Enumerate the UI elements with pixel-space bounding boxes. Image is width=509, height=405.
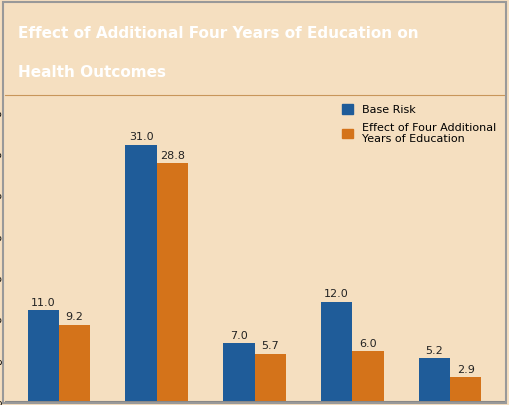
Bar: [125, 145, 157, 401]
Bar: [254, 354, 286, 401]
Bar: [352, 352, 384, 401]
Bar: [27, 310, 59, 401]
Text: 6.0: 6.0: [359, 339, 377, 349]
Text: 9.2: 9.2: [66, 313, 83, 322]
Text: 5.7: 5.7: [261, 341, 279, 352]
Text: 5.2: 5.2: [426, 345, 443, 356]
Text: 11.0: 11.0: [31, 298, 55, 308]
Bar: [223, 343, 254, 401]
Bar: [321, 302, 352, 401]
Bar: [450, 377, 482, 401]
Text: Effect of Additional Four Years of Education on: Effect of Additional Four Years of Educa…: [17, 26, 418, 41]
Text: Health Outcomes: Health Outcomes: [17, 65, 165, 80]
Text: 2.9: 2.9: [457, 364, 475, 375]
Text: 7.0: 7.0: [230, 330, 248, 341]
Text: 12.0: 12.0: [324, 289, 349, 299]
Text: 31.0: 31.0: [129, 132, 153, 143]
Legend: Base Risk, Effect of Four Additional
Years of Education: Base Risk, Effect of Four Additional Yea…: [342, 104, 496, 144]
Bar: [419, 358, 450, 401]
Bar: [157, 163, 188, 401]
Text: 28.8: 28.8: [160, 151, 185, 161]
Bar: [59, 325, 90, 401]
